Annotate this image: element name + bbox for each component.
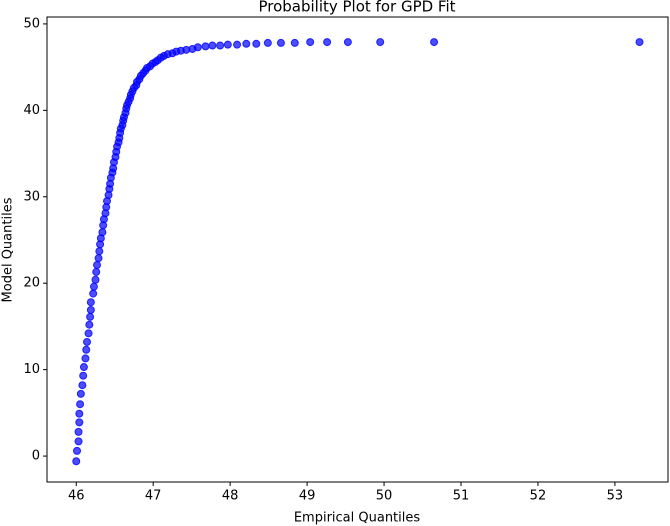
point bbox=[376, 38, 385, 47]
point bbox=[263, 38, 272, 47]
x-tick-label: 46 bbox=[68, 489, 85, 504]
point bbox=[79, 371, 88, 380]
point bbox=[201, 42, 210, 51]
point bbox=[91, 275, 100, 284]
x-tick-label: 49 bbox=[299, 489, 316, 504]
point bbox=[216, 41, 225, 50]
x-tick-label: 47 bbox=[145, 489, 162, 504]
point bbox=[85, 320, 94, 329]
point bbox=[84, 329, 93, 338]
point bbox=[74, 437, 83, 446]
x-tick-label: 48 bbox=[222, 489, 239, 504]
point bbox=[76, 400, 85, 409]
y-tick-label: 30 bbox=[23, 189, 40, 204]
point bbox=[79, 363, 88, 372]
y-tick-label: 50 bbox=[23, 16, 40, 31]
point bbox=[252, 39, 261, 48]
point bbox=[78, 381, 87, 390]
x-tick-label: 50 bbox=[376, 489, 393, 504]
point bbox=[89, 282, 98, 291]
point bbox=[343, 38, 352, 47]
point bbox=[86, 306, 95, 315]
point bbox=[93, 261, 102, 270]
point bbox=[98, 228, 107, 237]
point bbox=[233, 40, 242, 49]
y-tick-label: 0 bbox=[32, 449, 40, 464]
point bbox=[95, 247, 104, 256]
point bbox=[89, 289, 98, 298]
point bbox=[94, 254, 103, 263]
point bbox=[635, 38, 644, 47]
point bbox=[86, 298, 95, 307]
y-tick-label: 10 bbox=[23, 362, 40, 377]
x-tick-label: 51 bbox=[453, 489, 470, 504]
point bbox=[75, 409, 84, 418]
y-axis-label: Model Quantiles bbox=[1, 197, 16, 302]
point bbox=[73, 446, 82, 455]
point bbox=[208, 41, 217, 50]
point bbox=[81, 354, 90, 363]
point bbox=[86, 312, 95, 321]
point bbox=[92, 267, 101, 276]
point bbox=[76, 389, 85, 398]
point bbox=[75, 418, 84, 427]
x-tick-label: 53 bbox=[607, 489, 624, 504]
point bbox=[430, 38, 439, 47]
point bbox=[242, 39, 251, 48]
point bbox=[74, 427, 83, 436]
point bbox=[276, 38, 285, 47]
point bbox=[323, 38, 332, 47]
point bbox=[290, 38, 299, 47]
x-tick-label: 52 bbox=[530, 489, 547, 504]
point bbox=[72, 457, 81, 466]
point bbox=[223, 40, 232, 49]
point bbox=[306, 38, 315, 47]
chart-title: Probability Plot for GPD Fit bbox=[258, 0, 455, 16]
point bbox=[83, 337, 92, 346]
x-axis-label: Empirical Quantiles bbox=[294, 511, 421, 526]
point bbox=[82, 345, 91, 354]
y-tick-label: 40 bbox=[23, 103, 40, 118]
point bbox=[193, 43, 202, 52]
plot-frame bbox=[46, 16, 669, 483]
y-tick-label: 20 bbox=[23, 276, 40, 291]
